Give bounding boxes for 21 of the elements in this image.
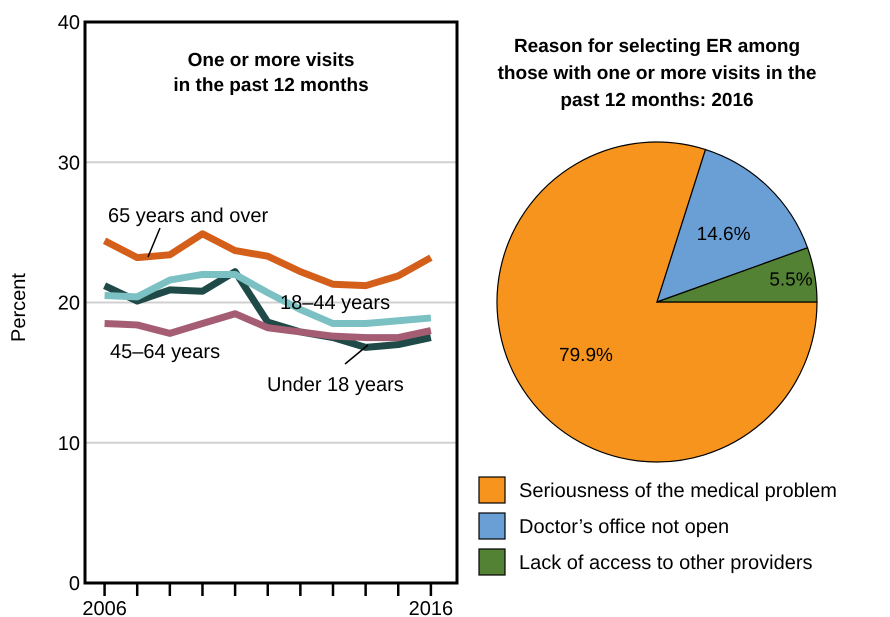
x-tick-label: 2006: [82, 598, 127, 617]
data-label: 79.9%: [559, 344, 614, 366]
data-label: 14.6%: [696, 224, 751, 245]
pie-slice: [496, 142, 818, 463]
data-label: 5.5%: [769, 270, 813, 291]
legend-label: Lack of access to other providers: [519, 552, 812, 574]
series-label: 65 years and over: [108, 205, 268, 227]
series-label: Under 18 years: [267, 374, 404, 396]
y-tick-label: 20: [58, 292, 80, 314]
y-tick-label: 40: [58, 12, 80, 34]
chart-title: Reason for selecting ER among those with one or more visits in the past 12 months: 2016: [498, 36, 816, 111]
y-tick-label: 0: [68, 573, 80, 595]
legend-label: Seriousness of the medical problem: [519, 480, 837, 502]
legend-label: Doctor’s office not open: [519, 516, 730, 538]
series-label: 45–64 years: [110, 341, 220, 363]
y-tick-label: 30: [58, 152, 80, 174]
y-tick-label: 10: [58, 432, 80, 455]
y-axis-title: Percent: [8, 272, 30, 342]
text: One or more visits in the past 12 months: [173, 50, 369, 96]
x-tick-label: 2016: [408, 598, 454, 617]
series-label: 18–44 years: [280, 292, 390, 314]
